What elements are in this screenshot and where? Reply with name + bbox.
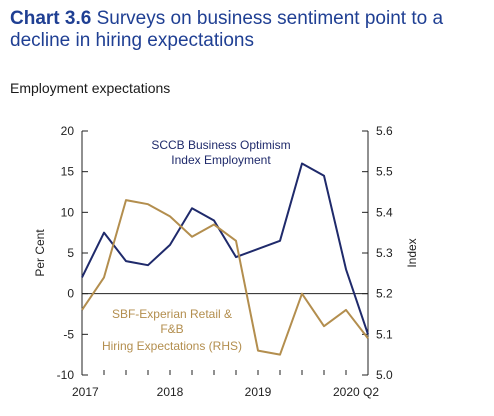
x-tick-label: 2019 bbox=[245, 385, 272, 399]
right-tick-label: 5.2 bbox=[376, 287, 393, 301]
chart-number: Chart 3.6 bbox=[10, 8, 92, 29]
sbf-series-label: SBF-Experian Retail & bbox=[112, 307, 232, 321]
axes-group: -10 -5 0 5 10 15 20 5.0 5.1 5.2 5.3 5.4 5.5 5.6 2017 20… bbox=[33, 124, 419, 399]
x-tick-label: 2018 bbox=[157, 385, 184, 399]
sbf-series-label: Hiring Expectations (RHS) bbox=[102, 339, 242, 353]
left-tick-label: 5 bbox=[67, 246, 74, 260]
left-tick-label: 0 bbox=[67, 287, 74, 301]
left-tick-label: -5 bbox=[63, 327, 74, 341]
sccb-series-label: SCCB Business Optimism bbox=[151, 138, 290, 152]
sbf-series-label: F&B bbox=[160, 322, 183, 336]
left-tick-label: 20 bbox=[61, 124, 75, 138]
sccb-series-label: Index Employment bbox=[171, 153, 271, 167]
left-tick-label: 15 bbox=[61, 165, 75, 179]
series-group bbox=[81, 162, 369, 356]
chart-title: Chart 3.6 Surveys on business sentiment … bbox=[10, 8, 488, 52]
x-tick-label: 2020 Q2 bbox=[333, 385, 379, 399]
right-tick-label: 5.0 bbox=[376, 368, 393, 382]
y2-axis-label: Index bbox=[405, 238, 419, 267]
x-tick-label: 2017 bbox=[72, 385, 99, 399]
right-tick-label: 5.4 bbox=[376, 205, 393, 219]
right-tick-label: 5.6 bbox=[376, 124, 393, 138]
chart-subtitle: Employment expectations bbox=[10, 80, 171, 96]
left-tick-label: 10 bbox=[61, 205, 75, 219]
sbf-series-line bbox=[81, 199, 369, 356]
right-tick-label: 5.5 bbox=[376, 165, 393, 179]
right-tick-label: 5.1 bbox=[376, 327, 393, 341]
y-axis-label: Per Cent bbox=[33, 229, 47, 277]
sccb-series-line bbox=[81, 162, 369, 335]
right-tick-label: 5.3 bbox=[376, 246, 393, 260]
left-tick-label: -10 bbox=[57, 368, 75, 382]
chart-title-text: Surveys on business sentiment point to a… bbox=[10, 8, 444, 51]
